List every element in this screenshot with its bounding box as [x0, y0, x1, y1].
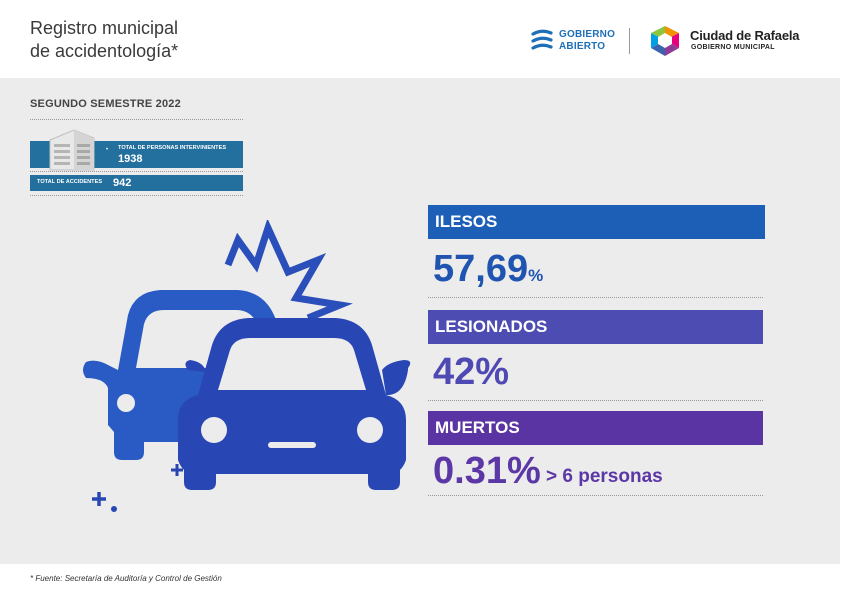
- divider-dotted: [30, 195, 243, 196]
- divider-dotted: [428, 495, 763, 496]
- decorative-plus-icon: [92, 492, 117, 512]
- ilesos-unit: %: [528, 266, 544, 285]
- page-title-line-1: Registro municipal: [30, 18, 179, 38]
- ilesos-label: ILESOS: [428, 205, 765, 239]
- divider-dotted: [30, 119, 243, 120]
- city-subtitle: GOBIERNO MUNICIPAL: [691, 44, 775, 51]
- total-accidents-label: TOTAL DE ACCIDENTES: [37, 179, 103, 185]
- total-accidents-value: 942: [113, 177, 132, 189]
- lesionados-value: 42%: [433, 351, 510, 393]
- gobierno-abierto-icon: [531, 29, 553, 50]
- city-name: Ciudad de Rafaela: [690, 28, 800, 43]
- divider-dotted: [428, 400, 763, 401]
- source-footnote: * Fuente: Secretaría de Auditoría y Cont…: [30, 574, 222, 583]
- total-persons-value: 1938: [118, 153, 143, 165]
- ilesos-number: 57,69: [433, 248, 529, 290]
- muertos-note: > 6 personas: [546, 466, 663, 487]
- header: Registro municipal de accidentología* GO…: [0, 0, 842, 78]
- page-title-line-2: de accidentología*: [30, 41, 179, 61]
- gobierno-abierto-logo: GOBIERNO ABIERTO: [531, 27, 626, 55]
- crash-burst-icon: [224, 220, 353, 322]
- rafaela-hexagon-icon: [651, 26, 679, 56]
- muertos-value: 0.31%: [433, 450, 541, 492]
- ilesos-value: 57,69%: [433, 248, 543, 291]
- ciudad-de-rafaela-logo: Ciudad de Rafaela GOBIERNO MUNICIPAL: [645, 24, 815, 58]
- gobierno-abierto-text: GOBIERNO ABIERTO: [559, 29, 615, 53]
- car-crash-illustration: [83, 220, 411, 490]
- bullet-icon: •: [106, 147, 109, 153]
- logo-divider: [629, 28, 630, 54]
- gobierno-abierto-line-1: GOBIERNO: [559, 29, 616, 40]
- total-accidents-bar: TOTAL DE ACCIDENTES 942: [30, 175, 243, 191]
- muertos-label: MUERTOS: [428, 411, 763, 445]
- building-icon: [49, 129, 95, 171]
- page-title: Registro municipal de accidentología*: [30, 17, 178, 63]
- gobierno-abierto-line-2: ABIERTO: [559, 41, 606, 52]
- lesionados-label: LESIONADOS: [428, 310, 763, 344]
- total-persons-label: TOTAL DE PERSONAS INTERVINIENTES: [118, 145, 227, 151]
- divider-dotted: [30, 171, 243, 172]
- period-label: SEGUNDO SEMESTRE 2022: [30, 98, 181, 110]
- decorative-plus-icon: [171, 464, 192, 480]
- divider-dotted: [428, 297, 763, 298]
